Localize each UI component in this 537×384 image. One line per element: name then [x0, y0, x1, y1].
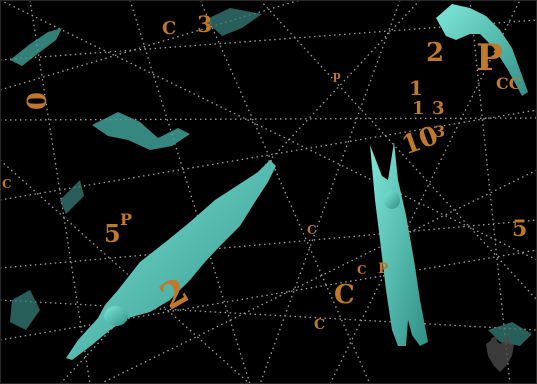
glyph-1b: 1 [412, 98, 425, 119]
glyph-3: 3 [197, 12, 213, 38]
glyph-3b: 3 [432, 98, 445, 119]
glyph-2: 2 [426, 38, 445, 68]
glyph-c: C [162, 18, 177, 39]
floating-figure-small-3 [10, 8, 532, 346]
glyph-c-large: C [334, 280, 355, 310]
glyph-5-left: 5 [104, 219, 121, 248]
floating-figure-small-1 [92, 112, 190, 150]
floating-figure-top-right [436, 4, 528, 96]
glyph-p-mid: P [378, 261, 389, 277]
glyph-5-right: 5 [512, 216, 528, 242]
glyph-p-small: p [333, 69, 341, 82]
glyph-c-small: C [314, 317, 326, 333]
glyph-p-left: P [120, 210, 133, 229]
glyph-c-edge: C [2, 177, 12, 191]
glyph-1: 1 [409, 76, 423, 100]
glyph-p-large: P [476, 37, 504, 79]
floating-figure-standing [370, 142, 428, 346]
double-headed-eagle-emblem [486, 337, 514, 372]
glyph-cc: CC [496, 74, 522, 93]
glyph-c-mid: C [307, 223, 317, 237]
glyph-3c: 3 [434, 122, 446, 141]
glyph-0: 0 [20, 91, 51, 111]
floating-figure-small-2 [10, 28, 62, 66]
floating-figure-large [66, 160, 276, 360]
glyph-c-right: C [357, 263, 367, 277]
